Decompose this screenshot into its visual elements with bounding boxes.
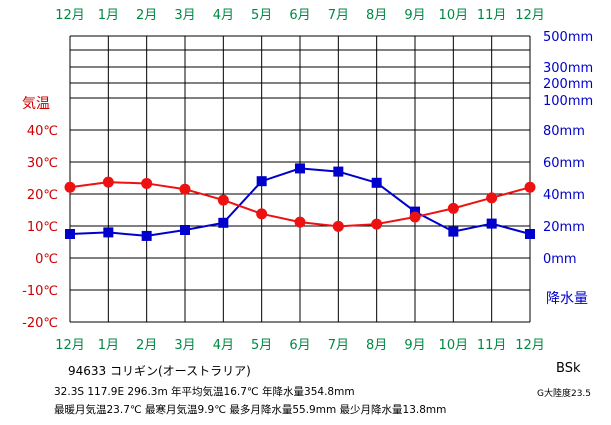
temperature-point bbox=[102, 176, 114, 188]
precipitation-point bbox=[180, 225, 190, 235]
temperature-point bbox=[179, 183, 191, 195]
month-label-top: 1月 bbox=[98, 8, 119, 23]
temp-tick-label: 40℃ bbox=[27, 124, 58, 139]
temp-tick-label: 20℃ bbox=[27, 188, 58, 203]
precipitation-point bbox=[141, 230, 152, 241]
climograph: 12月 1月 2月 3月 4月 5月 6月 7月 8月 9月 10月 11月 12月 12月 1月 2月 3月… bbox=[22, 8, 593, 353]
precipitation-point bbox=[103, 227, 114, 238]
precip-tick-label: 300mm bbox=[543, 61, 593, 76]
month-label-top: 12月 bbox=[515, 8, 545, 23]
month-label-bottom: 9月 bbox=[404, 338, 425, 353]
month-label-top: 11月 bbox=[477, 8, 507, 23]
temperature-point bbox=[141, 177, 153, 189]
month-label-bottom: 3月 bbox=[174, 338, 195, 353]
temperature-point bbox=[447, 202, 459, 214]
temperature-point bbox=[256, 208, 268, 220]
precipitation-point bbox=[295, 163, 305, 174]
month-label-top: 4月 bbox=[213, 8, 234, 23]
month-label-top: 6月 bbox=[289, 8, 310, 23]
temperature-series bbox=[64, 176, 536, 232]
precipitation-point bbox=[525, 229, 535, 239]
precipitation-point bbox=[486, 218, 497, 229]
precipitation-series bbox=[65, 163, 535, 241]
temperature-tick-labels: 40℃ 30℃ 20℃ 10℃ 0℃ -10℃ -20℃ bbox=[22, 124, 58, 331]
temp-tick-label: -20℃ bbox=[22, 316, 58, 331]
precip-tick-label: 200mm bbox=[543, 77, 593, 92]
temp-tick-label: 10℃ bbox=[27, 220, 58, 235]
month-label-top: 7月 bbox=[328, 8, 349, 23]
precip-tick-label: 20mm bbox=[543, 220, 585, 235]
month-label-bottom: 10月 bbox=[439, 338, 469, 353]
month-label-top: 9月 bbox=[404, 8, 425, 23]
precipitation-point bbox=[256, 176, 267, 187]
month-label-bottom: 11月 bbox=[477, 338, 507, 353]
precipitation-point bbox=[333, 166, 344, 177]
temperature-point bbox=[294, 216, 306, 228]
month-label-bottom: 1月 bbox=[98, 338, 119, 353]
temperature-point bbox=[486, 192, 498, 204]
temperature-point bbox=[217, 194, 229, 206]
month-label-bottom: 5月 bbox=[251, 338, 272, 353]
month-label-top: 12月 bbox=[55, 8, 85, 23]
temperature-point bbox=[409, 211, 421, 223]
top-month-labels: 12月 1月 2月 3月 4月 5月 6月 7月 8月 9月 10月 11月 12月 bbox=[55, 8, 545, 23]
station-info: 94633 コリギン(オーストラリア) bbox=[68, 364, 251, 378]
temperature-point bbox=[371, 218, 383, 230]
month-label-bottom: 7月 bbox=[328, 338, 349, 353]
month-label-bottom: 12月 bbox=[515, 338, 545, 353]
precip-tick-label: 0mm bbox=[543, 252, 577, 267]
precipitation-point bbox=[218, 217, 229, 228]
station-stats-line1: 32.3S 117.9E 296.3m 年平均気温16.7℃ 年降水量354.8… bbox=[54, 386, 355, 398]
precip-tick-label: 80mm bbox=[543, 124, 585, 139]
month-label-top: 2月 bbox=[136, 8, 157, 23]
precip-tick-label: 40mm bbox=[543, 188, 585, 203]
temperature-point bbox=[64, 181, 76, 193]
precip-tick-label: 100mm bbox=[543, 94, 593, 109]
bottom-month-labels: 12月 1月 2月 3月 4月 5月 6月 7月 8月 9月 10月 11月 12月 bbox=[55, 338, 545, 353]
precip-tick-label: 500mm bbox=[543, 30, 593, 45]
month-label-bottom: 4月 bbox=[213, 338, 234, 353]
precipitation-point bbox=[65, 229, 75, 239]
temperature-point bbox=[524, 181, 536, 193]
month-label-top: 10月 bbox=[439, 8, 469, 23]
month-label-top: 5月 bbox=[251, 8, 272, 23]
grid-lines bbox=[69, 35, 531, 323]
temp-tick-label: -10℃ bbox=[22, 284, 58, 299]
precipitation-axis-title: 降水量 bbox=[546, 291, 588, 307]
temperature-point bbox=[332, 220, 344, 232]
precipitation-point bbox=[448, 226, 459, 237]
precip-tick-label: 60mm bbox=[543, 156, 585, 171]
koppen-class: BSk bbox=[556, 361, 581, 376]
temp-tick-label: 30℃ bbox=[27, 156, 58, 171]
temperature-axis-title: 気温 bbox=[22, 96, 50, 112]
month-label-bottom: 6月 bbox=[289, 338, 310, 353]
month-label-top: 8月 bbox=[366, 8, 387, 23]
station-stats-line2: 最暖月気温23.7℃ 最寒月気温9.9℃ 最多月降水量55.9mm 最少月降水量… bbox=[54, 404, 447, 416]
temp-tick-label: 0℃ bbox=[35, 252, 58, 267]
precipitation-point bbox=[371, 177, 382, 188]
continentality-index: G大陸度23.5 bbox=[537, 389, 592, 399]
month-label-top: 3月 bbox=[174, 8, 195, 23]
month-label-bottom: 2月 bbox=[136, 338, 157, 353]
month-label-bottom: 12月 bbox=[55, 338, 85, 353]
month-label-bottom: 8月 bbox=[366, 338, 387, 353]
